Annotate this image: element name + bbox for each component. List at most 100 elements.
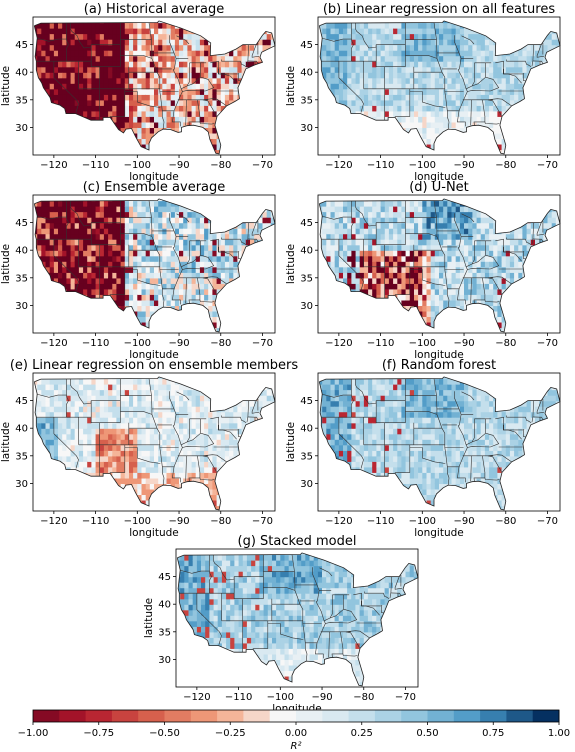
grid-cell (368, 255, 373, 262)
grid-cell (368, 138, 373, 145)
grid-cell (368, 50, 373, 57)
grid-cell (129, 55, 134, 62)
grid-cell (216, 299, 222, 307)
grid-cell (505, 77, 511, 84)
grid-cell (514, 72, 519, 79)
grid-cell (120, 250, 126, 257)
grid-cell (355, 88, 361, 95)
grid-cell (489, 99, 494, 106)
grid-cell (170, 261, 176, 268)
grid-cell (343, 206, 348, 213)
grid-cell (183, 244, 188, 251)
grid-cell (237, 72, 243, 79)
grid-cell (384, 33, 390, 40)
grid-cell (158, 99, 163, 106)
grid-cell (141, 228, 147, 235)
grid-cell (183, 110, 188, 117)
grid-cell (162, 316, 168, 323)
grid-cell (355, 33, 361, 40)
grid-cell (49, 22, 55, 29)
grid-cell (334, 233, 340, 240)
grid-cell (45, 88, 51, 95)
grid-cell (66, 105, 72, 112)
grid-cell (53, 127, 59, 134)
grid-cell (174, 283, 180, 290)
grid-cell (208, 239, 213, 246)
grid-cell (95, 39, 101, 46)
grid-cell (233, 72, 239, 79)
grid-cell (95, 88, 101, 95)
grid-cell (422, 77, 428, 84)
grid-cell (368, 77, 373, 84)
grid-cell (397, 116, 403, 123)
grid-cell (224, 316, 230, 323)
grid-cell (266, 233, 272, 240)
grid-cell (530, 121, 536, 129)
grid-cell (393, 99, 398, 106)
grid-cell (489, 28, 494, 35)
grid-cell (319, 316, 323, 323)
grid-cell (497, 99, 503, 106)
grid-cell (347, 66, 352, 73)
grid-cell (208, 105, 213, 112)
grid-cell (443, 132, 448, 140)
grid-cell (343, 144, 348, 151)
grid-cell (220, 228, 226, 235)
grid-cell (112, 250, 118, 257)
grid-cell (266, 83, 272, 90)
grid-cell (216, 20, 222, 24)
grid-cell (472, 105, 478, 112)
grid-cell (388, 261, 394, 268)
grid-cell (347, 222, 352, 229)
grid-cell (343, 294, 348, 301)
grid-cell (66, 127, 72, 134)
grid-cell (258, 50, 264, 57)
grid-cell (129, 77, 134, 84)
grid-cell (224, 94, 230, 101)
grid-cell (384, 20, 390, 24)
grid-cell (120, 206, 126, 213)
grid-cell (145, 266, 151, 273)
grid-cell (99, 39, 105, 46)
grid-cell (351, 28, 357, 35)
grid-cell (74, 322, 80, 329)
grid-cell (78, 55, 84, 62)
grid-cell (91, 217, 97, 224)
grid-cell (430, 28, 436, 35)
grid-cell (53, 283, 59, 290)
grid-cell (120, 239, 126, 246)
grid-cell (434, 94, 440, 101)
grid-cell (162, 61, 168, 68)
grid-cell (539, 22, 544, 29)
grid-cell (363, 83, 369, 90)
grid-cell (376, 33, 382, 40)
grid-cell (208, 206, 213, 213)
grid-cell (154, 22, 159, 29)
grid-cell (401, 244, 407, 251)
grid-cell (245, 299, 251, 307)
grid-cell (338, 144, 344, 151)
grid-cell (422, 39, 428, 46)
grid-cell (476, 94, 482, 101)
grid-cell (191, 110, 197, 117)
grid-cell (233, 233, 239, 240)
grid-cell (191, 61, 197, 68)
grid-cell (380, 272, 386, 279)
grid-cell (401, 121, 407, 129)
grid-cell (334, 88, 340, 95)
grid-cell (37, 200, 42, 207)
grid-cell (233, 66, 239, 73)
grid-cell (62, 277, 67, 284)
grid-cell (258, 127, 264, 134)
grid-cell (124, 277, 130, 284)
grid-cell (376, 77, 382, 84)
grid-cell (237, 127, 243, 134)
grid-cell (451, 116, 457, 123)
grid-cell (162, 66, 168, 73)
grid-cell (204, 50, 209, 57)
grid-cell (319, 322, 323, 329)
grid-cell (459, 94, 465, 101)
grid-cell (199, 61, 205, 68)
grid-cell (91, 116, 97, 123)
grid-cell (505, 72, 511, 79)
